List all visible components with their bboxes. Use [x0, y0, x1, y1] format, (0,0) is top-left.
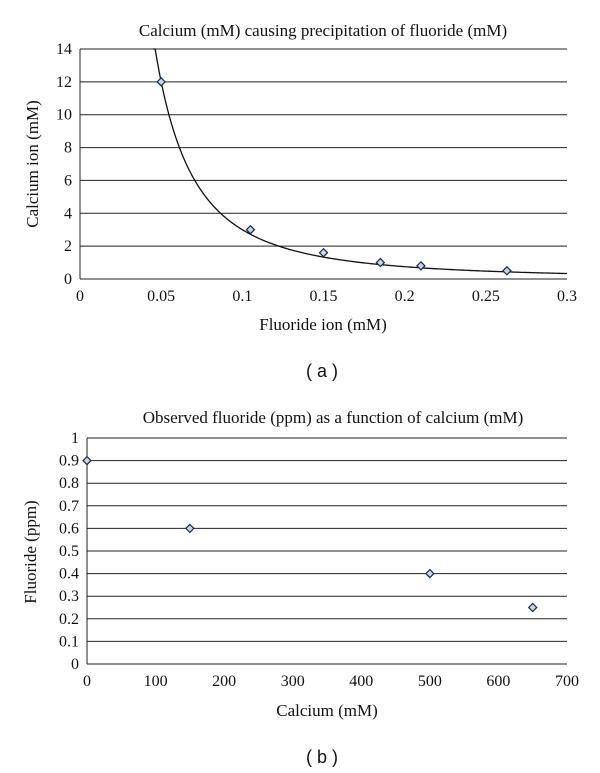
- chart-a-title: Calcium (mM) causing precipitation of fl…: [139, 21, 507, 40]
- chart-a-y-tick-label: 2: [64, 238, 72, 255]
- chart-b-y-tick-label: 0.2: [59, 611, 79, 628]
- chart-b-y-tick-label: 0.3: [59, 588, 79, 605]
- chart-b-y-tick-label: 0.1: [59, 633, 79, 650]
- chart-b-x-tick-label: 100: [144, 673, 168, 690]
- chart-b-x-ticks: 0 100 200 300 400 500 600 700: [83, 673, 579, 690]
- chart-b-panel-label: ( b ): [306, 747, 338, 767]
- chart-b-title: Observed fluoride (ppm) as a function of…: [143, 408, 524, 427]
- chart-b-x-tick-label: 500: [418, 673, 442, 690]
- chart-a-x-tick-label: 0.05: [147, 288, 175, 305]
- chart-a-x-tick-label: 0: [76, 288, 84, 305]
- chart-a-gridlines: [80, 48, 567, 280]
- chart-b-x-tick-label: 200: [212, 673, 236, 690]
- chart-a-data-point: [245, 224, 256, 235]
- chart-b-data-point: [527, 602, 538, 613]
- chart-a-axes: [79, 49, 567, 280]
- chart-a-y-tick-label: 12: [56, 74, 72, 91]
- chart-b-y-tick-label: 0.8: [59, 475, 79, 492]
- chart-b-x-tick-label: 600: [486, 673, 510, 690]
- chart-b-y-axis-label: Fluoride (ppm): [21, 500, 40, 603]
- chart-a-x-ticks: 0 0.05 0.1 0.15 0.2 0.25 0.3: [76, 288, 577, 305]
- chart-b-data-point: [425, 568, 435, 579]
- chart-b-gridlines: [87, 437, 567, 665]
- chart-a-y-tick-label: 8: [64, 140, 72, 157]
- chart-b-data-point: [185, 523, 195, 534]
- chart-b-points: [82, 455, 538, 613]
- chart-b-axes: [86, 438, 567, 665]
- chart-a-x-tick-label: 0.25: [472, 288, 500, 305]
- chart-b-y-ticks: 0 0.1 0.2 0.3 0.4 0.5 0.6 0.7 0.8 0.9 1: [59, 430, 79, 673]
- chart-a-fit-curve: [153, 48, 568, 275]
- chart-a-data-point: [318, 247, 329, 258]
- chart-b-y-tick-label: 0.9: [59, 453, 79, 470]
- chart-a-y-ticks: 0 2 4 6 8 10 12 14: [56, 41, 72, 288]
- chart-a-y-tick-label: 4: [64, 205, 72, 222]
- chart-b-y-tick-label: 0.4: [59, 566, 79, 583]
- chart-a-data-point: [416, 261, 426, 271]
- chart-a-y-tick-label: 14: [56, 41, 72, 58]
- chart-b-x-tick-label: 300: [281, 673, 305, 690]
- chart-b: Observed fluoride (ppm) as a function of…: [21, 408, 579, 767]
- chart-a-panel-label: ( a ): [306, 361, 338, 381]
- chart-b-y-tick-label: 1: [71, 430, 79, 447]
- chart-b-x-tick-label: 400: [349, 673, 373, 690]
- chart-a-x-tick-label: 0.3: [557, 288, 577, 305]
- chart-a-y-tick-label: 10: [56, 107, 72, 124]
- chart-a-y-tick-label: 0: [64, 271, 72, 288]
- chart-b-x-tick-label: 0: [83, 673, 91, 690]
- chart-a-y-tick-label: 6: [64, 172, 72, 189]
- chart-a-data-point: [502, 265, 512, 276]
- chart-a: Calcium (mM) causing precipitation of fl…: [23, 21, 577, 381]
- chart-a-x-tick-label: 0.2: [395, 288, 415, 305]
- chart-b-data-point: [82, 455, 92, 466]
- chart-a-x-tick-label: 0.1: [232, 288, 252, 305]
- chart-b-x-tick-label: 700: [555, 673, 579, 690]
- chart-b-y-tick-label: 0.6: [59, 520, 79, 537]
- chart-a-x-tick-label: 0.15: [310, 288, 338, 305]
- chart-a-data-point: [375, 257, 386, 268]
- chart-b-y-tick-label: 0.7: [59, 498, 79, 515]
- chart-b-y-tick-label: 0: [71, 656, 79, 673]
- chart-b-x-axis-label: Calcium (mM): [276, 701, 378, 720]
- chart-a-points: [156, 77, 512, 276]
- chart-a-data-point: [156, 77, 167, 87]
- chart-a-x-axis-label: Fluoride ion (mM): [259, 315, 387, 334]
- chart-a-y-axis-label: Calcium ion (mM): [23, 100, 42, 227]
- chart-b-y-tick-label: 0.5: [59, 543, 79, 560]
